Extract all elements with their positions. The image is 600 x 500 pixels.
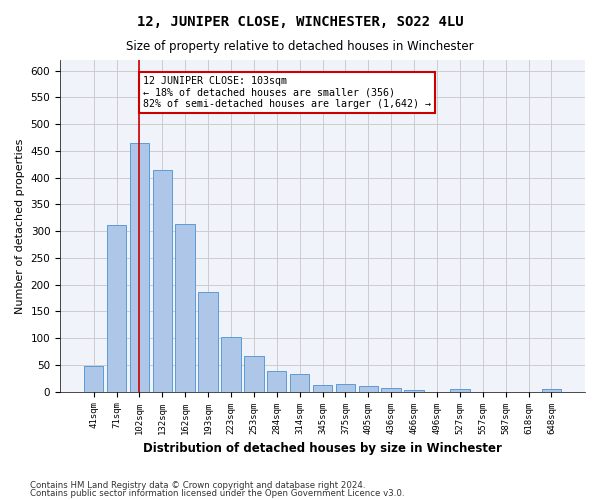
Text: Contains HM Land Registry data © Crown copyright and database right 2024.: Contains HM Land Registry data © Crown c… — [30, 481, 365, 490]
Bar — [244, 356, 263, 392]
Bar — [152, 170, 172, 392]
Bar — [267, 371, 286, 392]
Bar — [382, 388, 401, 392]
Text: Contains public sector information licensed under the Open Government Licence v3: Contains public sector information licen… — [30, 488, 404, 498]
Bar — [290, 374, 310, 392]
Text: 12 JUNIPER CLOSE: 103sqm
← 18% of detached houses are smaller (356)
82% of semi-: 12 JUNIPER CLOSE: 103sqm ← 18% of detach… — [143, 76, 431, 109]
Bar — [542, 389, 561, 392]
X-axis label: Distribution of detached houses by size in Winchester: Distribution of detached houses by size … — [143, 442, 502, 455]
Bar — [359, 386, 378, 392]
Bar — [221, 336, 241, 392]
Bar — [450, 389, 470, 392]
Text: 12, JUNIPER CLOSE, WINCHESTER, SO22 4LU: 12, JUNIPER CLOSE, WINCHESTER, SO22 4LU — [137, 15, 463, 29]
Text: Size of property relative to detached houses in Winchester: Size of property relative to detached ho… — [126, 40, 474, 53]
Bar — [130, 143, 149, 392]
Bar — [107, 225, 126, 392]
Y-axis label: Number of detached properties: Number of detached properties — [15, 138, 25, 314]
Bar — [404, 390, 424, 392]
Bar — [335, 384, 355, 392]
Bar — [84, 366, 103, 392]
Bar — [313, 384, 332, 392]
Bar — [199, 292, 218, 392]
Bar — [175, 224, 195, 392]
